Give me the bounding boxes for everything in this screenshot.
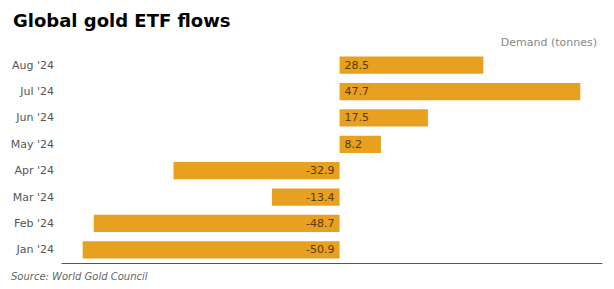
svg-text:-32.9: -32.9	[306, 164, 334, 177]
svg-text:Source: World Gold Council: Source: World Gold Council	[11, 271, 148, 282]
svg-text:Feb '24: Feb '24	[14, 217, 54, 230]
svg-text:-48.7: -48.7	[306, 217, 334, 230]
svg-text:-13.4: -13.4	[306, 191, 334, 204]
svg-text:Apr '24: Apr '24	[14, 164, 54, 177]
svg-text:Mar '24: Mar '24	[13, 191, 54, 204]
svg-text:Aug '24: Aug '24	[12, 59, 54, 72]
svg-text:Jan '24: Jan '24	[16, 243, 54, 256]
svg-text:May '24: May '24	[11, 138, 54, 151]
svg-text:Demand (tonnes): Demand (tonnes)	[501, 36, 597, 49]
svg-text:47.7: 47.7	[345, 85, 370, 98]
svg-text:8.2: 8.2	[345, 138, 363, 151]
svg-text:Global gold ETF flows: Global gold ETF flows	[13, 10, 231, 31]
svg-text:Jul '24: Jul '24	[19, 85, 54, 98]
svg-text:-50.9: -50.9	[306, 243, 334, 256]
svg-text:28.5: 28.5	[345, 59, 370, 72]
svg-text:17.5: 17.5	[345, 111, 370, 124]
svg-text:Jun '24: Jun '24	[15, 111, 54, 124]
